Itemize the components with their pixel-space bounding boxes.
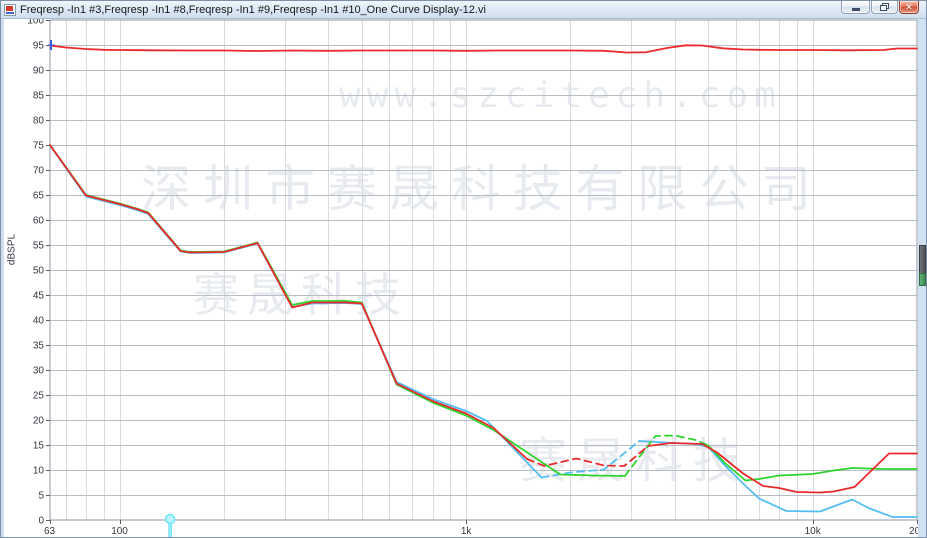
x-axis-tick-labels: 63 100 1k 10k 20k — [44, 520, 926, 537]
y-axis-label: dBSPL — [6, 233, 18, 266]
svg-text:70: 70 — [33, 166, 45, 177]
svg-text:20k: 20k — [909, 526, 926, 537]
y-axis-tick-labels: 1009590858075706560555045403530252015105… — [27, 16, 50, 527]
svg-text:55: 55 — [33, 241, 45, 252]
svg-text:80: 80 — [33, 116, 45, 127]
svg-text:40: 40 — [33, 316, 45, 327]
gridlines-horizontal — [50, 45, 917, 496]
minimize-icon — [851, 8, 860, 11]
reference-upper-red — [49, 44, 918, 54]
curve-cyan — [49, 144, 918, 518]
restore-icon — [880, 3, 889, 11]
right-scrollbar-thumb[interactable] — [919, 245, 926, 286]
svg-text:5: 5 — [38, 491, 44, 502]
minimize-button[interactable] — [841, 1, 870, 14]
svg-text:85: 85 — [33, 91, 45, 102]
svg-text:15: 15 — [33, 441, 45, 452]
app-icon — [4, 3, 16, 16]
svg-text:60: 60 — [33, 216, 45, 227]
svg-text:45: 45 — [33, 291, 45, 302]
window-controls: ✕ — [840, 1, 919, 14]
close-button[interactable]: ✕ — [899, 1, 919, 14]
svg-text:0: 0 — [38, 516, 44, 527]
svg-text:100: 100 — [27, 16, 44, 27]
axis-cursor-marker[interactable] — [48, 40, 55, 50]
svg-text:25: 25 — [33, 391, 45, 402]
svg-text:63: 63 — [44, 526, 56, 537]
cursor-pin[interactable] — [164, 513, 176, 538]
svg-text:10: 10 — [33, 466, 45, 477]
svg-text:90: 90 — [33, 66, 45, 77]
svg-text:30: 30 — [33, 366, 45, 377]
svg-text:50: 50 — [33, 266, 45, 277]
curve-red — [49, 144, 918, 494]
close-icon: ✕ — [905, 1, 913, 12]
restore-button[interactable] — [871, 1, 898, 14]
svg-text:1k: 1k — [461, 526, 473, 537]
window-title: Freqresp -In1 #3,Freqresp -In1 #8,Freqre… — [20, 3, 486, 16]
svg-text:20: 20 — [33, 416, 45, 427]
svg-text:10k: 10k — [805, 526, 822, 537]
window-titlebar: Freqresp -In1 #3,Freqresp -In1 #8,Freqre… — [1, 1, 926, 19]
scrollbar-thumb-green — [919, 273, 926, 286]
svg-text:95: 95 — [33, 41, 45, 52]
window-frame-left — [1, 18, 4, 537]
svg-text:65: 65 — [33, 191, 45, 202]
svg-text:75: 75 — [33, 141, 45, 152]
svg-text:35: 35 — [33, 341, 45, 352]
svg-text:100: 100 — [111, 526, 128, 537]
scrollbar-thumb-dark — [919, 245, 926, 273]
